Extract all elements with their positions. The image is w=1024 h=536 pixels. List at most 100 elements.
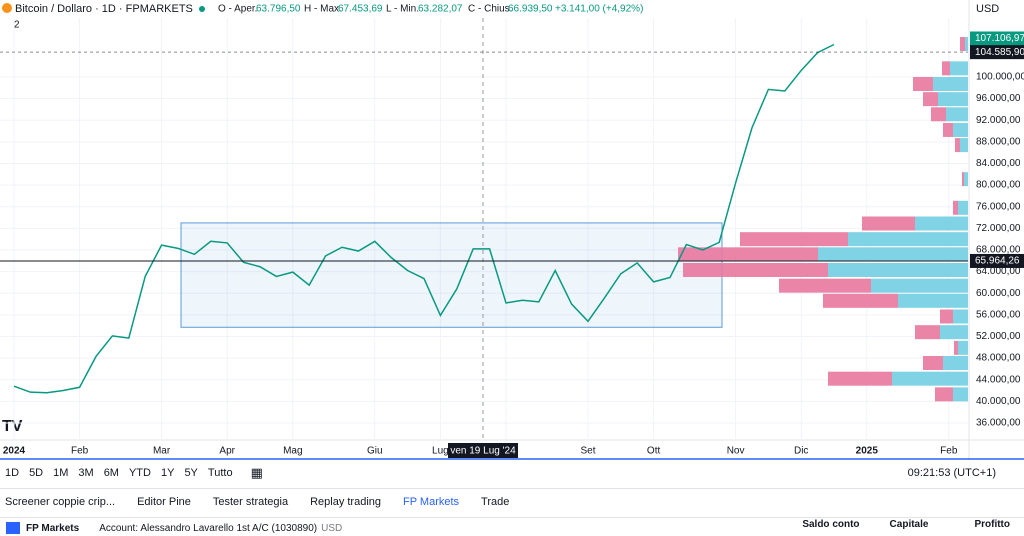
tab[interactable]: Screener coppie crip... <box>5 496 116 508</box>
y-tick-label: 36.000,00 <box>976 418 1021 429</box>
profile-sell <box>943 122 953 137</box>
x-tick-label: Giu <box>367 446 383 457</box>
x-tick-label: Ott <box>647 446 661 457</box>
profile-sell <box>779 278 871 293</box>
tab[interactable]: Trade <box>481 496 510 508</box>
x-tick-label: Nov <box>727 446 745 457</box>
profile-sell <box>740 232 848 247</box>
y-tick-label: 80.000,00 <box>976 180 1021 191</box>
profile-buy <box>898 293 968 308</box>
profile-sell <box>940 309 953 324</box>
calendar-icon[interactable]: ▦ <box>250 465 263 480</box>
crosshair-label: ven 19 Lug '24 <box>450 446 516 457</box>
profile-buy <box>818 247 968 262</box>
toolbar: 1D 5D 1M 3M 6M YTD 1Y 5Y Tutto ▦ 09:21:53 (UTC+1… <box>0 463 1024 483</box>
open-label: O - Aper. <box>218 4 257 15</box>
profile-sell <box>931 107 946 122</box>
price-label-bg <box>970 31 1024 46</box>
range-button[interactable]: 3M <box>78 467 94 479</box>
profile-sell <box>862 216 915 231</box>
broker[interactable]: FP Markets <box>26 522 80 534</box>
tab[interactable]: Editor Pine <box>137 496 191 508</box>
y-tick-label: 60.000,00 <box>976 288 1021 299</box>
account-name[interactable]: Account: Alessandro Lavarello 1st A/C (1… <box>99 522 318 534</box>
equity-label: Capitale <box>889 518 929 530</box>
y-tick-label: 76.000,00 <box>976 201 1021 212</box>
clock: 09:21:53 (UTC+1) <box>907 467 996 479</box>
range-button[interactable]: 5D <box>29 467 44 479</box>
x-tick-label: Feb <box>940 446 958 457</box>
y-tick-label: 96.000,00 <box>976 93 1021 104</box>
profile-sell <box>913 77 933 92</box>
range-box <box>180 222 723 328</box>
low-value: 63.282,07 <box>418 4 463 15</box>
range-button[interactable]: 5Y <box>184 467 198 479</box>
currency[interactable]: USD <box>976 3 999 15</box>
profile-buy <box>848 232 968 247</box>
range-button[interactable]: 1D <box>5 467 20 479</box>
x-tick-label: Lug <box>432 446 449 457</box>
broker-icon <box>6 522 20 534</box>
profile-sell <box>683 262 828 277</box>
close-label: C - Chius. <box>468 4 512 15</box>
x-tick-label: 2025 <box>856 446 879 457</box>
balance-label: Saldo conto <box>802 518 860 530</box>
coin-icon <box>2 3 12 13</box>
high-label: H - Max. <box>304 4 342 15</box>
high-value: 67.453,69 <box>338 4 383 15</box>
profile-buy <box>828 262 968 277</box>
profile-sell <box>828 371 892 386</box>
profile-sell <box>954 340 958 355</box>
profit-label: Profitto <box>974 518 1010 530</box>
y-tick-label: 40.000,00 <box>976 396 1021 407</box>
indicator-count[interactable]: 2 <box>14 20 20 31</box>
range-buttons: 1D 5D 1M 3M 6M YTD 1Y 5Y Tutto <box>0 467 243 479</box>
y-tick-label: 88.000,00 <box>976 136 1021 147</box>
profile-buy <box>940 325 968 340</box>
range-button[interactable]: YTD <box>128 467 151 479</box>
tab[interactable]: FP Markets <box>403 496 460 508</box>
y-tick-label: 52.000,00 <box>976 331 1021 342</box>
y-tick-label: 68.000,00 <box>976 245 1021 256</box>
profile-buy <box>953 309 968 324</box>
account-bar: FP Markets Account: Alessandro Lavarello… <box>0 518 1024 536</box>
status-dot <box>199 6 205 12</box>
x-tick-label: Apr <box>219 446 235 457</box>
profile-buy <box>958 200 968 215</box>
separator <box>0 488 1024 489</box>
profile-buy <box>953 387 968 402</box>
price-label-bg <box>970 45 1024 60</box>
profile-buy <box>892 371 968 386</box>
y-tick-label: 92.000,00 <box>976 115 1021 126</box>
profile-sell <box>935 387 953 402</box>
plot-area <box>0 18 968 440</box>
profile-buy <box>950 61 968 76</box>
x-tick-label: Dic <box>794 446 808 457</box>
price-label-bg <box>970 253 1024 268</box>
low-label: L - Min. <box>386 4 419 15</box>
range-button[interactable]: Tutto <box>207 467 233 479</box>
profile-sell <box>923 92 938 107</box>
open-value: 63.796,50 <box>256 4 301 15</box>
separator <box>0 517 1024 518</box>
profile-sell <box>960 36 965 51</box>
range-button[interactable]: 1M <box>53 467 69 479</box>
profile-buy <box>960 138 968 153</box>
symbol: Bitcoin / Dollaro · 1D · FPMARKETS <box>15 3 193 15</box>
range-button[interactable]: 6M <box>103 467 119 479</box>
range-button[interactable]: 1Y <box>160 467 175 479</box>
profile-sell <box>823 293 898 308</box>
y-tick-label: 56.000,00 <box>976 309 1021 320</box>
profile-buy <box>946 107 968 122</box>
price-label: 104.585,90 <box>975 47 1024 58</box>
profile-buy <box>871 278 968 293</box>
tab[interactable]: Tester strategia <box>212 496 289 508</box>
change: +3.141,00 (+4,92%) <box>555 4 643 15</box>
close-value: 66.939,50 <box>508 4 553 15</box>
x-tick-label: Feb <box>71 446 89 457</box>
x-tick-label: Set <box>580 446 595 457</box>
profile-sell <box>962 172 964 187</box>
profile-sell <box>923 355 943 370</box>
tab[interactable]: Replay trading <box>310 496 382 508</box>
